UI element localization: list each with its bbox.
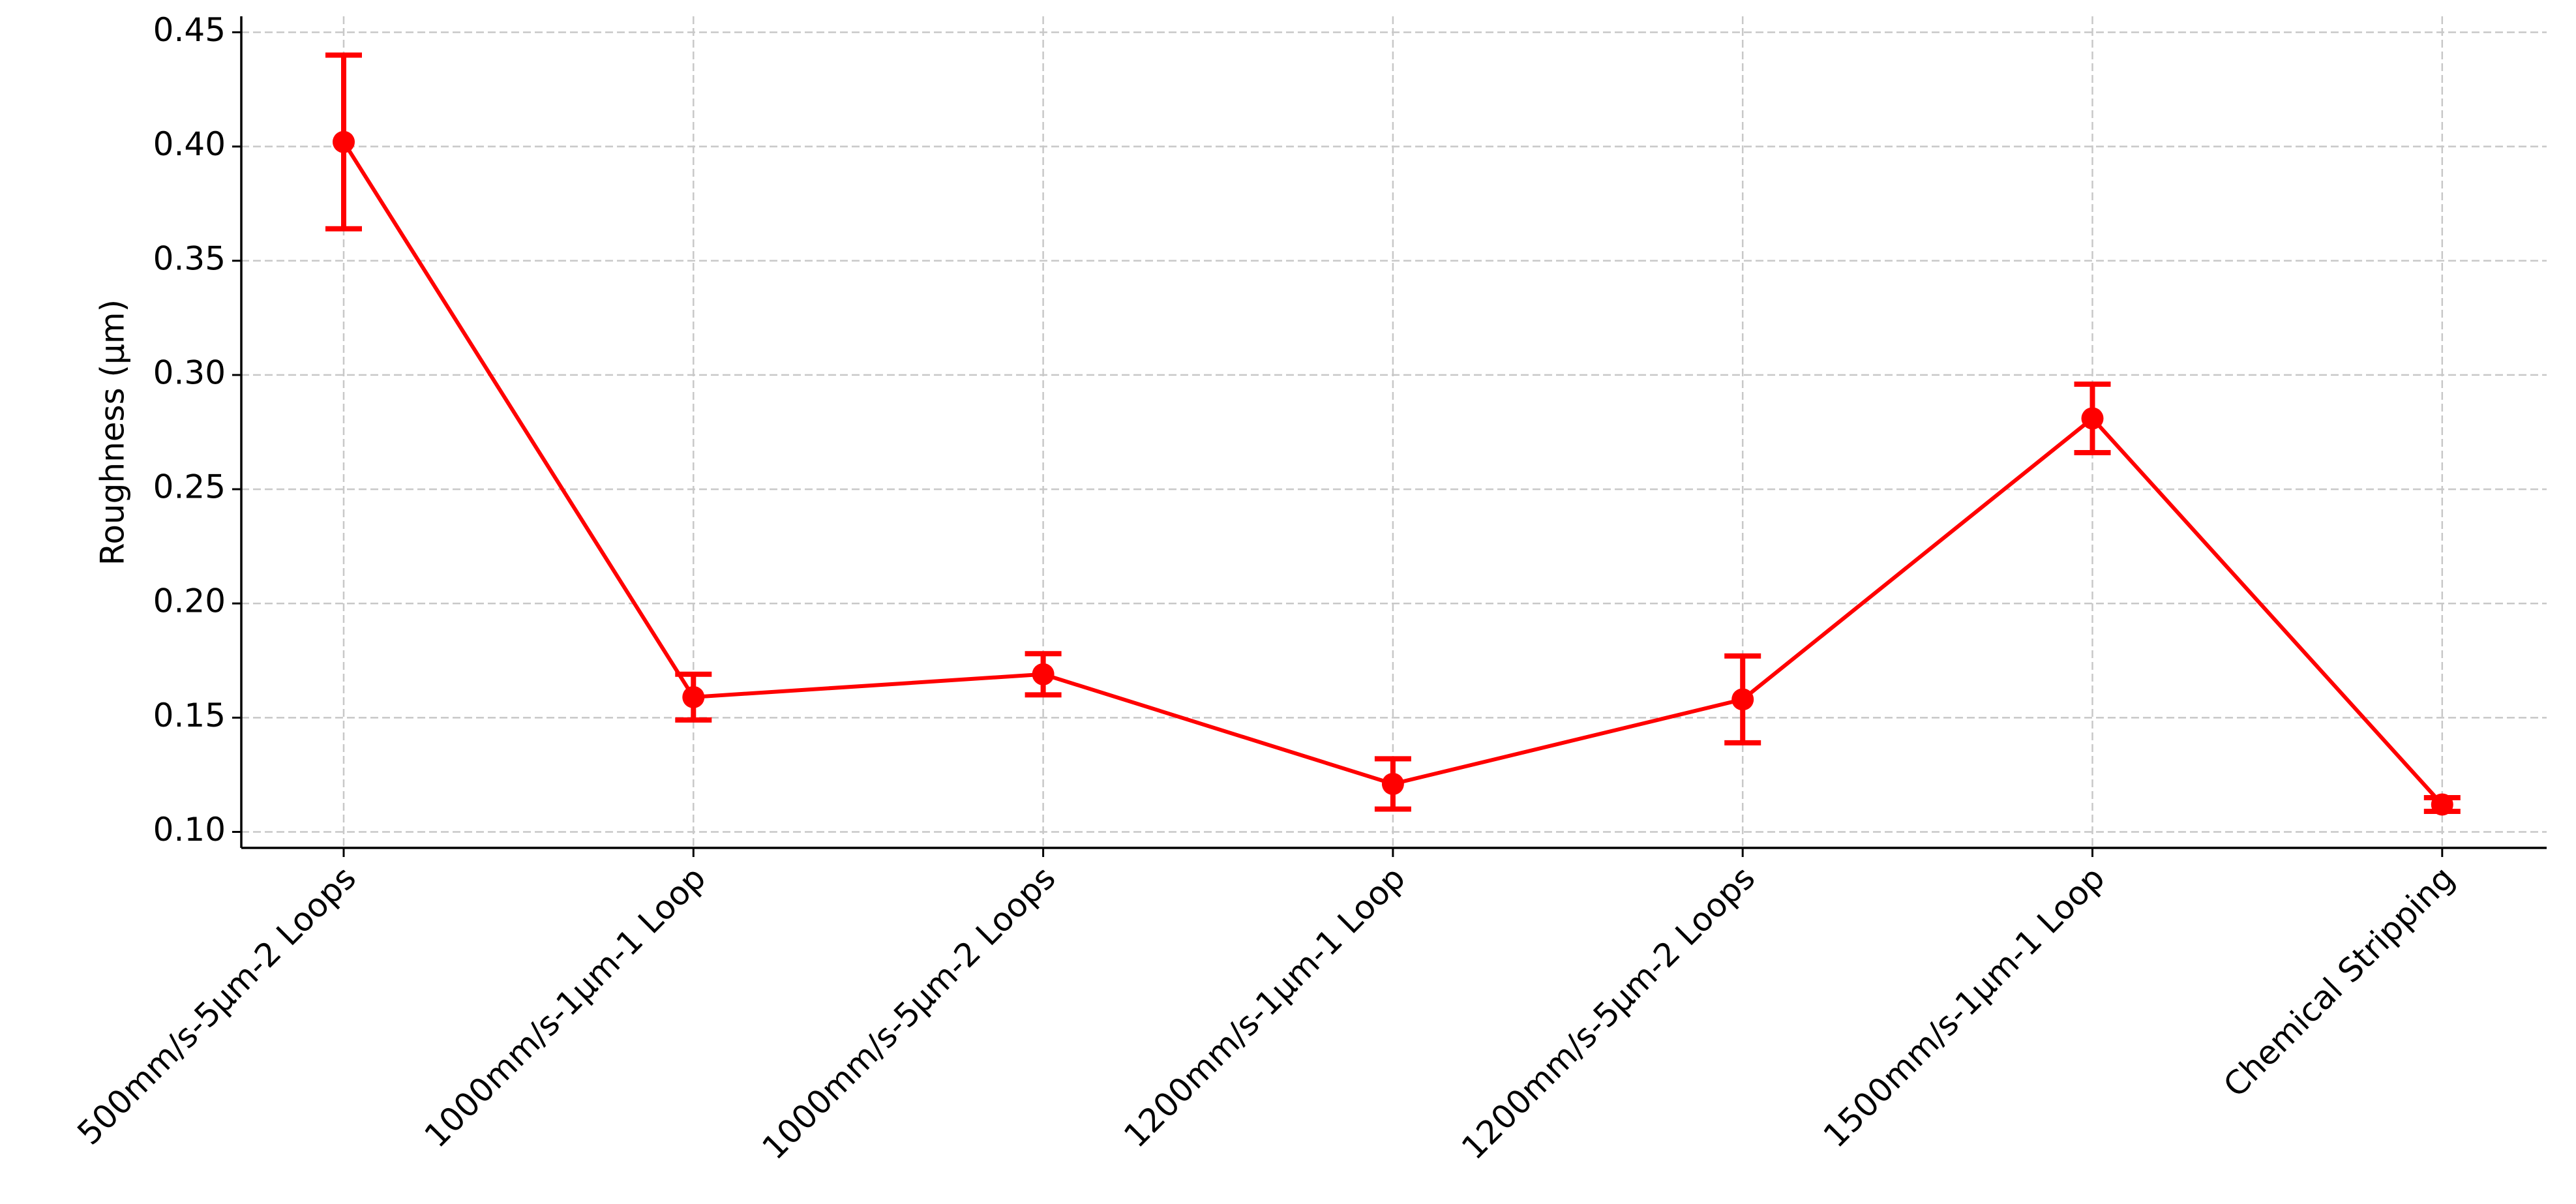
x-tick-label: 1000mm/s-5µm-2 Loops [755, 859, 1063, 1167]
data-point [2081, 407, 2104, 430]
y-tick-label: 0.40 [153, 125, 226, 163]
data-point [1032, 663, 1055, 685]
y-axis-label: Roughness (µm) [94, 299, 132, 565]
data-point [682, 685, 705, 708]
y-tick-label: 0.10 [153, 811, 226, 849]
y-tick-label: 0.30 [153, 354, 226, 391]
x-tick-label: 1500mm/s-1µm-1 Loop [1816, 859, 2112, 1155]
data-point [1381, 772, 1404, 795]
y-tick-label: 0.15 [153, 697, 226, 734]
data-point [1731, 688, 1754, 711]
data-point [333, 130, 355, 153]
y-tick-label: 0.45 [153, 11, 226, 49]
y-tick-label: 0.25 [153, 468, 226, 506]
x-tick-label: 500mm/s-5µm-2 Loops [70, 859, 363, 1152]
x-tick-label: 1200mm/s-5µm-2 Loops [1454, 859, 1762, 1167]
y-tick-label: 0.20 [153, 582, 226, 620]
x-tick-label: Chemical Stripping [2216, 859, 2462, 1105]
x-tick-label: 1200mm/s-1µm-1 Loop [1116, 859, 1413, 1155]
data-point [2431, 793, 2453, 816]
y-tick-label: 0.35 [153, 239, 226, 277]
x-tick-label: 1000mm/s-1µm-1 Loop [417, 859, 713, 1155]
